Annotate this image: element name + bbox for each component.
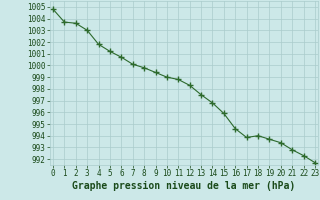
X-axis label: Graphe pression niveau de la mer (hPa): Graphe pression niveau de la mer (hPa)	[72, 181, 296, 191]
